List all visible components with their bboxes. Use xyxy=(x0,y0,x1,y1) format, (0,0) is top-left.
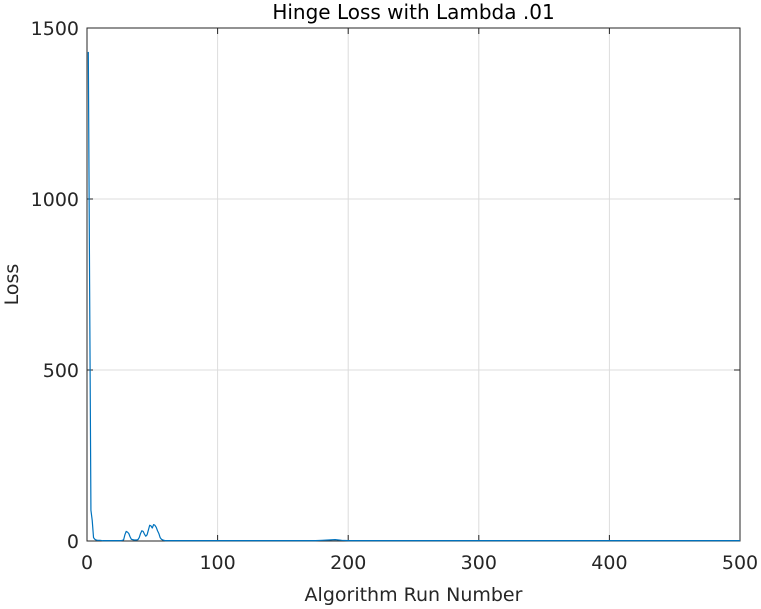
x-axis-title: Algorithm Run Number xyxy=(305,584,523,606)
series-layer xyxy=(87,51,740,542)
y-tick-label: 500 xyxy=(43,360,79,382)
x-tick-label: 400 xyxy=(591,552,627,574)
axis-ticks: 0 100 200 300 400 500 0 500 1000 1500 xyxy=(31,18,758,574)
y-axis-title: Loss xyxy=(1,264,23,306)
series-line-0 xyxy=(87,51,740,542)
y-tick-label: 1000 xyxy=(31,189,79,211)
x-tick-label: 200 xyxy=(330,552,366,574)
x-tick-label: 0 xyxy=(81,552,93,574)
x-tick-label: 300 xyxy=(461,552,497,574)
y-tick-label: 0 xyxy=(67,531,79,553)
grid-lines xyxy=(87,28,740,541)
x-tick-label: 500 xyxy=(722,552,758,574)
y-tick-label: 1500 xyxy=(31,18,79,40)
plot-area-frame xyxy=(86,27,741,542)
chart-title: Hinge Loss with Lambda .01 xyxy=(272,0,554,24)
x-tick-label: 100 xyxy=(199,552,235,574)
